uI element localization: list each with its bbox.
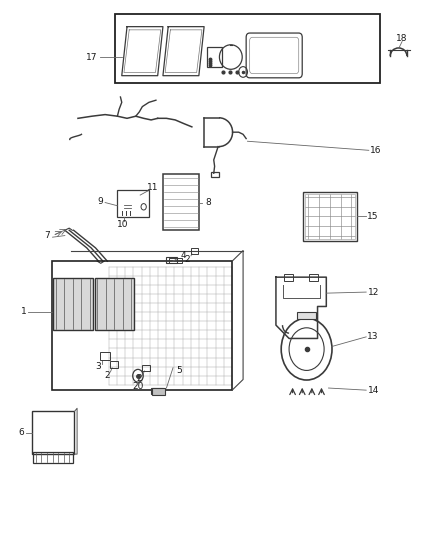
Text: 9: 9 [97, 197, 103, 206]
Bar [163, 174, 199, 230]
Text: 3: 3 [95, 362, 102, 371]
Text: 17: 17 [86, 53, 98, 61]
Bar [142, 365, 150, 371]
Text: 2: 2 [105, 372, 110, 380]
Text: 4: 4 [180, 252, 186, 260]
Text: 2: 2 [185, 255, 190, 263]
Text: 12: 12 [367, 288, 379, 296]
Bar [191, 248, 198, 254]
Text: 1: 1 [21, 308, 27, 316]
Bar [32, 411, 74, 454]
Bar [211, 172, 219, 177]
Bar [166, 257, 177, 263]
Bar [309, 274, 318, 281]
Bar [100, 352, 110, 360]
Text: 6: 6 [18, 429, 24, 437]
Text: 16: 16 [370, 146, 381, 155]
Text: 15: 15 [367, 212, 379, 221]
Text: 20: 20 [132, 382, 144, 391]
Text: 18: 18 [396, 34, 408, 43]
Text: 14: 14 [367, 386, 379, 394]
Text: 10: 10 [117, 221, 128, 229]
Bar [151, 388, 163, 394]
Bar [53, 278, 93, 330]
Text: 13: 13 [367, 333, 379, 341]
Text: 11: 11 [147, 183, 158, 192]
Bar [52, 261, 232, 390]
Bar [169, 258, 182, 263]
Bar [117, 190, 149, 217]
Text: 8: 8 [205, 198, 211, 207]
Text: 5: 5 [176, 366, 182, 375]
Bar [95, 278, 134, 330]
Bar [115, 14, 380, 83]
Bar [152, 388, 165, 395]
Bar [297, 312, 316, 319]
Bar [33, 452, 73, 463]
Bar [110, 361, 118, 368]
Bar [303, 192, 357, 241]
Bar [305, 194, 355, 239]
Bar [284, 274, 293, 281]
Bar [207, 47, 222, 67]
Text: 2: 2 [137, 374, 142, 383]
Text: 7: 7 [44, 231, 50, 240]
